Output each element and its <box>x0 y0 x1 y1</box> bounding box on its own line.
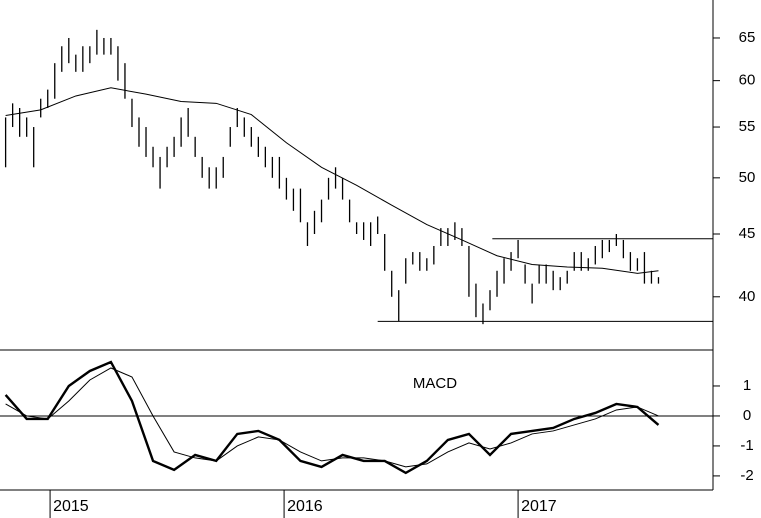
y-tick-label: 40 <box>739 288 756 305</box>
x-tick-label: 2016 <box>287 498 323 515</box>
macd-line <box>5 367 659 468</box>
y-tick-label: 65 <box>739 29 756 46</box>
y-tick-label: 45 <box>739 225 756 242</box>
y-tick-label: 50 <box>739 169 756 186</box>
y-tick-label: -2 <box>740 467 753 484</box>
x-tick-label: 2017 <box>521 498 557 515</box>
y-tick-label: 60 <box>739 72 756 89</box>
moving-average <box>5 87 659 274</box>
y-tick-label: 55 <box>739 118 756 135</box>
y-tick-label: 1 <box>743 377 751 394</box>
x-tick-label: 2015 <box>53 498 89 515</box>
y-tick-label: -1 <box>740 437 753 454</box>
macd-line <box>4 360 660 475</box>
y-tick-label: 0 <box>743 407 751 424</box>
macd-title: MACD <box>413 375 457 392</box>
